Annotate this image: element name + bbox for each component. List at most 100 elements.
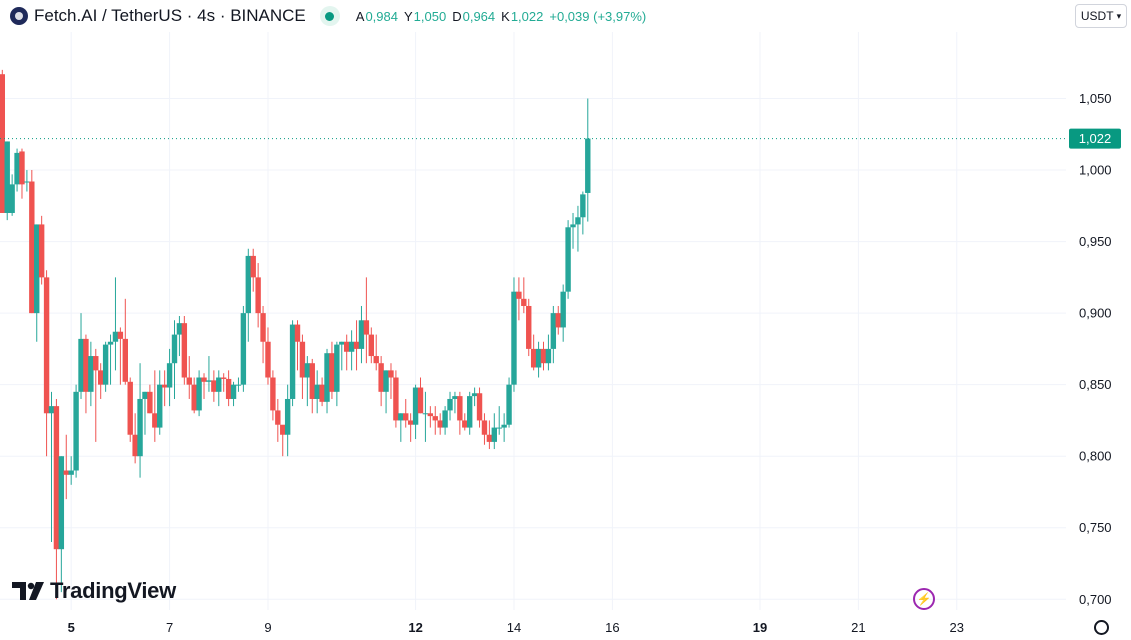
ohlc-open-label: A bbox=[355, 8, 365, 24]
candle bbox=[58, 456, 65, 593]
candle-body bbox=[191, 384, 197, 411]
candle bbox=[363, 277, 370, 364]
candle-body bbox=[506, 384, 512, 425]
candle bbox=[550, 305, 557, 364]
candle-body bbox=[147, 391, 153, 414]
candle bbox=[88, 341, 94, 407]
candle bbox=[4, 141, 10, 221]
candle-body bbox=[14, 152, 20, 185]
candle-body bbox=[250, 255, 256, 278]
candle-body bbox=[344, 341, 350, 352]
candle bbox=[580, 191, 586, 235]
candle-body bbox=[137, 398, 143, 457]
lightning-icon[interactable]: ⚡ bbox=[913, 588, 935, 610]
candle bbox=[344, 334, 350, 371]
candle-body bbox=[491, 427, 497, 442]
candle bbox=[38, 215, 45, 285]
candle bbox=[53, 398, 60, 600]
candle bbox=[516, 277, 522, 321]
candle bbox=[117, 327, 124, 385]
candle bbox=[14, 148, 20, 192]
candle bbox=[122, 298, 128, 385]
candle bbox=[496, 406, 502, 435]
candle bbox=[329, 341, 335, 399]
candle bbox=[304, 356, 311, 407]
candle bbox=[250, 248, 256, 292]
candle bbox=[181, 315, 188, 385]
candle-body bbox=[462, 420, 468, 428]
candle-body bbox=[98, 370, 104, 385]
candle-body bbox=[19, 151, 25, 185]
candle-body bbox=[255, 277, 261, 314]
candle-body bbox=[206, 380, 212, 382]
candle-body bbox=[348, 341, 355, 352]
candle-body bbox=[88, 356, 94, 392]
candle bbox=[294, 320, 301, 371]
candle-body bbox=[127, 381, 133, 435]
candle bbox=[535, 341, 542, 378]
candle-body bbox=[368, 334, 374, 357]
y-tick-label: 0,900 bbox=[1079, 306, 1112, 321]
candle-body bbox=[53, 406, 60, 550]
candle-body bbox=[4, 141, 10, 213]
candle-body bbox=[196, 377, 202, 411]
candle-body bbox=[240, 313, 247, 385]
candle-body bbox=[48, 406, 55, 414]
candle bbox=[309, 358, 315, 414]
x-tick-label: 5 bbox=[68, 620, 75, 635]
candle-body bbox=[211, 380, 217, 392]
candle-body bbox=[166, 363, 173, 388]
candle-body bbox=[230, 384, 237, 399]
candle bbox=[334, 341, 340, 407]
currency-selector[interactable]: USDT ▾ bbox=[1075, 4, 1127, 28]
candle-body bbox=[511, 291, 517, 385]
candle bbox=[29, 170, 35, 314]
candle bbox=[191, 377, 197, 414]
tradingview-brand[interactable]: TradingView bbox=[12, 578, 176, 604]
ohlc-readout: A 0,984 Y 1,050 D 0,964 K 1,022 +0,039 (… bbox=[356, 9, 646, 24]
candle bbox=[432, 406, 438, 435]
candle bbox=[565, 220, 571, 299]
candle-body bbox=[299, 341, 306, 378]
x-tick-label: 9 bbox=[264, 620, 271, 635]
candle bbox=[137, 363, 143, 478]
candle-body bbox=[24, 181, 30, 183]
gear-icon[interactable] bbox=[1094, 620, 1109, 635]
symbol-title[interactable]: Fetch.AI / TetherUS · 4s · BINANCE bbox=[34, 6, 306, 25]
chart-grid bbox=[0, 32, 1066, 610]
chevron-down-icon: ▾ bbox=[1116, 10, 1122, 21]
candle-body bbox=[34, 224, 40, 314]
candle bbox=[457, 391, 463, 435]
candle bbox=[161, 370, 168, 407]
candle bbox=[260, 305, 266, 364]
candle bbox=[373, 334, 379, 371]
x-tick-label: 7 bbox=[166, 620, 173, 635]
candle-body bbox=[29, 181, 35, 314]
candle-body bbox=[501, 424, 507, 428]
y-tick-label: 0,850 bbox=[1079, 377, 1112, 392]
candle bbox=[216, 370, 222, 407]
candle bbox=[93, 348, 99, 442]
y-tick-label: 1,000 bbox=[1079, 163, 1112, 178]
candle bbox=[127, 377, 133, 442]
candle bbox=[486, 420, 493, 450]
candle-body bbox=[530, 348, 537, 368]
candle-body bbox=[275, 410, 281, 425]
candle bbox=[201, 373, 207, 399]
ohlc-high-value: 1,050 bbox=[413, 8, 447, 24]
candle bbox=[412, 384, 419, 440]
candle bbox=[575, 205, 581, 252]
candle-body bbox=[83, 338, 89, 392]
candle bbox=[358, 305, 365, 364]
candle-body bbox=[575, 217, 581, 225]
candle bbox=[560, 284, 566, 342]
candle-body bbox=[117, 331, 124, 339]
candle-body bbox=[363, 320, 370, 335]
candle bbox=[511, 277, 517, 392]
candle bbox=[383, 370, 389, 414]
candle-body bbox=[570, 224, 576, 228]
candle-body bbox=[383, 370, 389, 392]
candle-body bbox=[481, 420, 488, 435]
candle-body bbox=[0, 74, 6, 213]
